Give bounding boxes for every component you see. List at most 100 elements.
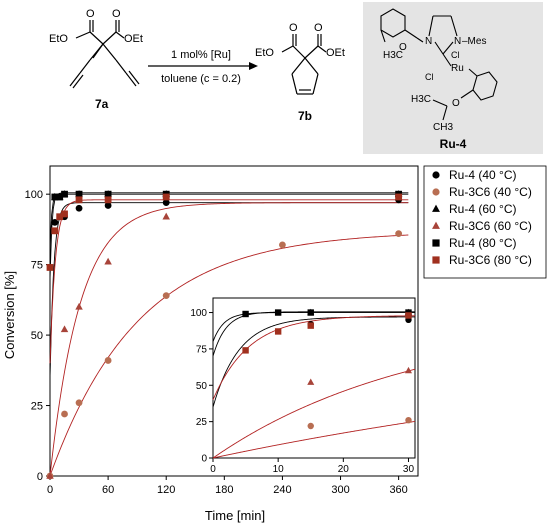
main-plot-frame — [49, 165, 419, 477]
inset-y-tick-label: 50 — [196, 381, 208, 392]
inset-plot-frame — [212, 297, 416, 459]
data-point — [75, 204, 83, 212]
inset-data-point — [242, 347, 249, 354]
inset-data-point — [404, 366, 413, 374]
data-point — [61, 210, 68, 218]
inset-data-point — [307, 309, 314, 316]
data-point — [104, 190, 112, 198]
catalyst-structure: H3C O N N –Mes Ru Cl Cl O H3C CH3 Ru-4 — [380, 8, 498, 151]
inset-fit-curve — [212, 316, 415, 408]
legend-entry: Ru-3C6 (40 °C) — [449, 185, 532, 199]
inset-y-tick-label: 100 — [190, 308, 207, 319]
atom-ch3: CH3 — [433, 122, 453, 133]
legend-entry: Ru-3C6 (80 °C) — [449, 253, 532, 267]
atom-o: O — [86, 8, 95, 20]
inset-y-tick-label: 75 — [196, 344, 208, 355]
data-point — [75, 190, 83, 198]
x-tick-label: 180 — [215, 484, 233, 496]
fit-curve — [49, 234, 409, 477]
data-point — [51, 227, 59, 235]
atom-o: O — [399, 42, 407, 53]
data-point — [75, 399, 83, 407]
atom-n: N — [425, 36, 432, 47]
inset-x-tick-label: 10 — [273, 464, 285, 475]
ester-left-label: EtO — [49, 33, 68, 45]
legend-entry: Ru-3C6 (60 °C) — [449, 219, 532, 233]
inset-data-point — [405, 312, 412, 319]
y-tick-label: 75 — [31, 260, 43, 272]
data-point — [75, 196, 83, 204]
data-point — [395, 230, 403, 238]
conditions-top: 1 mol% [Ru] — [171, 49, 231, 61]
mesityl-label: –Mes — [462, 36, 486, 47]
atom-o: O — [289, 22, 298, 34]
atom-o: O — [452, 98, 460, 109]
atom-h3c: H3C — [411, 94, 431, 105]
data-point — [51, 193, 59, 201]
data-point — [395, 193, 403, 201]
inset-fit-curve — [212, 368, 416, 459]
inset-data-point — [274, 309, 282, 316]
data-point — [75, 302, 83, 310]
catalyst-label: Ru-4 — [440, 137, 467, 151]
legend-marker — [432, 171, 440, 179]
inset-data-point — [405, 416, 412, 424]
inset-data-point — [242, 310, 249, 318]
reaction-scheme: O O EtO OEt 7a 1 mol% [Ru] toluene (c = … — [49, 8, 345, 123]
x-tick-label: 120 — [157, 484, 175, 496]
data-point — [61, 190, 68, 198]
conditions-bottom: toluene (c = 0.2) — [161, 73, 241, 85]
inset-y-tick-label: 25 — [196, 417, 208, 428]
data-point — [104, 202, 112, 209]
y-tick-label: 0 — [37, 471, 43, 483]
product-ester-left: EtO — [255, 47, 274, 59]
x-tick-label: 360 — [389, 484, 407, 496]
x-tick-label: 60 — [102, 484, 114, 496]
data-point — [51, 218, 59, 226]
inset-fit-curve — [212, 420, 416, 459]
data-point — [46, 471, 54, 479]
y-tick-label: 25 — [31, 401, 43, 413]
inset-data-point — [307, 378, 315, 385]
fit-curve — [49, 202, 409, 477]
data-point — [56, 193, 64, 201]
product-label: 7b — [298, 109, 312, 123]
data-point — [60, 325, 69, 333]
inset-data-point — [307, 422, 314, 430]
atom-ru: Ru — [451, 63, 464, 74]
y-tick-label: 100 — [25, 189, 43, 201]
reactant-label: 7a — [95, 97, 109, 111]
x-tick-label: 0 — [47, 484, 53, 496]
data-point — [56, 213, 64, 221]
x-axis-label: Time [min] — [205, 508, 265, 523]
atom-o: O — [112, 8, 121, 20]
data-point — [46, 264, 54, 271]
legend-entry: Ru-4 (80 °C) — [449, 236, 516, 250]
data-point — [162, 193, 170, 201]
data-point — [162, 212, 170, 220]
ester-right-label: OEt — [124, 33, 143, 45]
inset-x-tick-label: 30 — [403, 464, 415, 475]
atom-cl: Cl — [451, 50, 460, 60]
inset-x-tick-label: 0 — [210, 464, 216, 475]
data-point — [104, 257, 112, 265]
legend-box — [423, 165, 547, 279]
catalyst-structure-box: H3C O N N –Mes Ru Cl Cl O H3C CH3 Ru-4 — [363, 2, 543, 154]
legend-entry: Ru-4 (60 °C) — [449, 202, 516, 216]
data-point — [61, 410, 68, 418]
reaction-arrow — [148, 62, 258, 70]
reactant-7a — [69, 20, 140, 89]
inset-data-point — [274, 328, 282, 335]
legend-marker — [432, 256, 440, 264]
legend-marker — [432, 188, 440, 196]
legend-marker — [432, 239, 440, 247]
legend-entry: Ru-4 (40 °C) — [449, 168, 516, 182]
data-point — [162, 292, 170, 300]
data-point — [104, 196, 112, 204]
legend-marker — [432, 221, 440, 229]
inset-x-tick-label: 20 — [338, 464, 350, 475]
inset-y-tick-label: 0 — [201, 454, 207, 465]
x-tick-label: 240 — [273, 484, 291, 496]
